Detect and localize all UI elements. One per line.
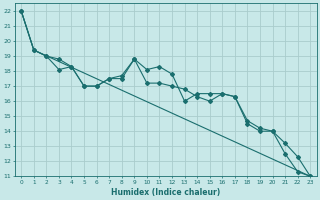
X-axis label: Humidex (Indice chaleur): Humidex (Indice chaleur) <box>111 188 220 197</box>
